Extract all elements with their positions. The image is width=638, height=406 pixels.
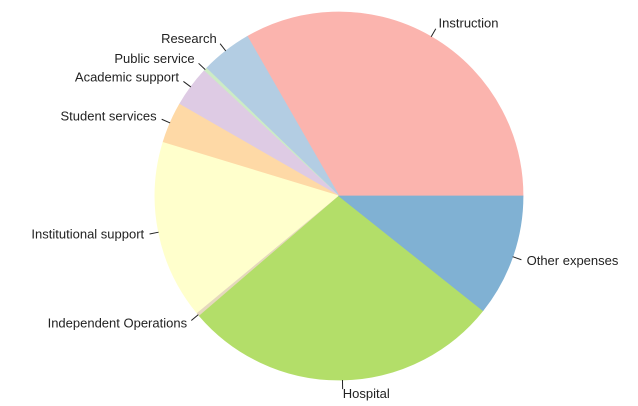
slice-label: Independent Operations — [48, 316, 188, 331]
slice-label: Instruction — [439, 15, 499, 30]
pie-slice — [246, 11, 524, 197]
pie-slice — [198, 195, 484, 381]
slice-label: Public service — [114, 51, 194, 66]
label-tick — [149, 231, 159, 235]
label-tick — [198, 62, 206, 70]
label-tick — [219, 43, 227, 52]
pie-slice — [154, 141, 340, 314]
label-tick — [161, 118, 171, 124]
slice-label: Hospital — [343, 386, 390, 401]
pie-slice — [337, 195, 524, 312]
slice-label: Institutional support — [31, 227, 144, 242]
slice-label: Research — [161, 31, 217, 46]
label-tick — [512, 256, 522, 261]
label-tick — [183, 81, 192, 88]
slice-label: Academic support — [75, 70, 179, 85]
slice-label: Other expenses — [527, 253, 619, 268]
slice-label: Student services — [61, 109, 158, 124]
label-tick — [430, 28, 437, 37]
label-tick — [190, 314, 199, 321]
